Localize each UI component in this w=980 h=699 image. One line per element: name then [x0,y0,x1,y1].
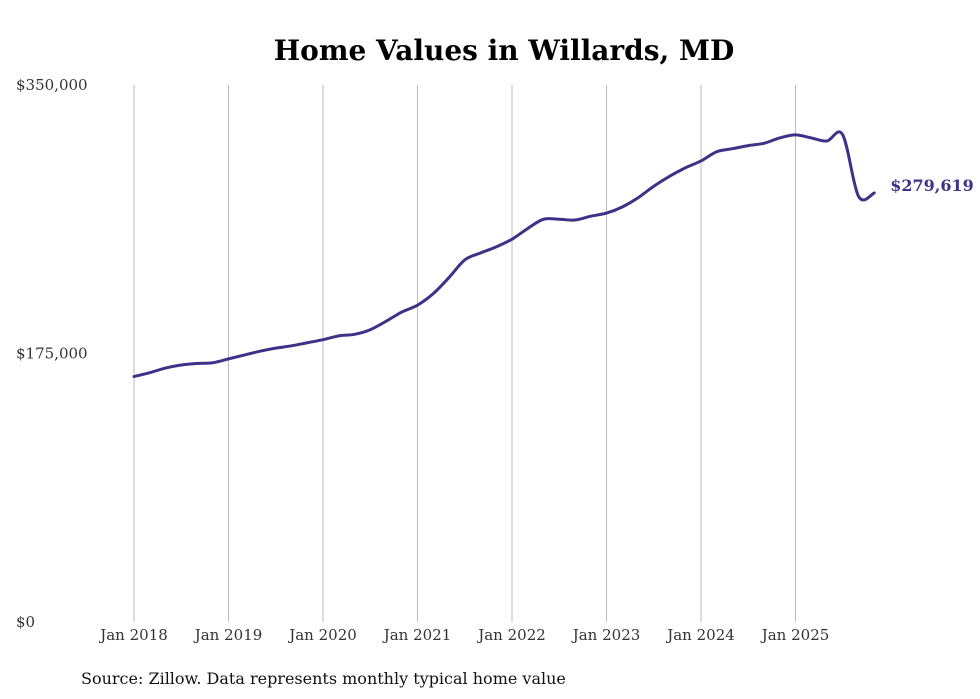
x-tick-label: Jan 2025 [760,626,830,644]
x-tick-label: Jan 2021 [382,626,452,644]
latest-value-label: $279,619 [890,176,974,195]
x-tick-label: Jan 2024 [665,626,735,644]
x-axis-ticks: Jan 2018 Jan 2019 Jan 2020 Jan 2021 Jan 2022… [98,626,829,644]
x-tick-label: Jan 2023 [571,626,641,644]
vertical-gridlines [133,85,796,622]
x-tick-label: Jan 2020 [287,626,357,644]
source-note: Source: Zillow. Data represents monthly … [81,669,566,688]
y-tick-label: $175,000 [16,345,88,363]
y-axis-ticks: $0 $175,000 $350,000 [16,76,88,631]
y-tick-label: $350,000 [16,76,88,94]
x-tick-label: Jan 2019 [193,626,263,644]
x-tick-label: Jan 2022 [476,626,546,644]
chart-title: Home Values in Willards, MD [274,34,735,67]
home-value-line [132,130,876,379]
y-tick-label: $0 [16,613,35,631]
x-tick-label: Jan 2018 [98,626,168,644]
